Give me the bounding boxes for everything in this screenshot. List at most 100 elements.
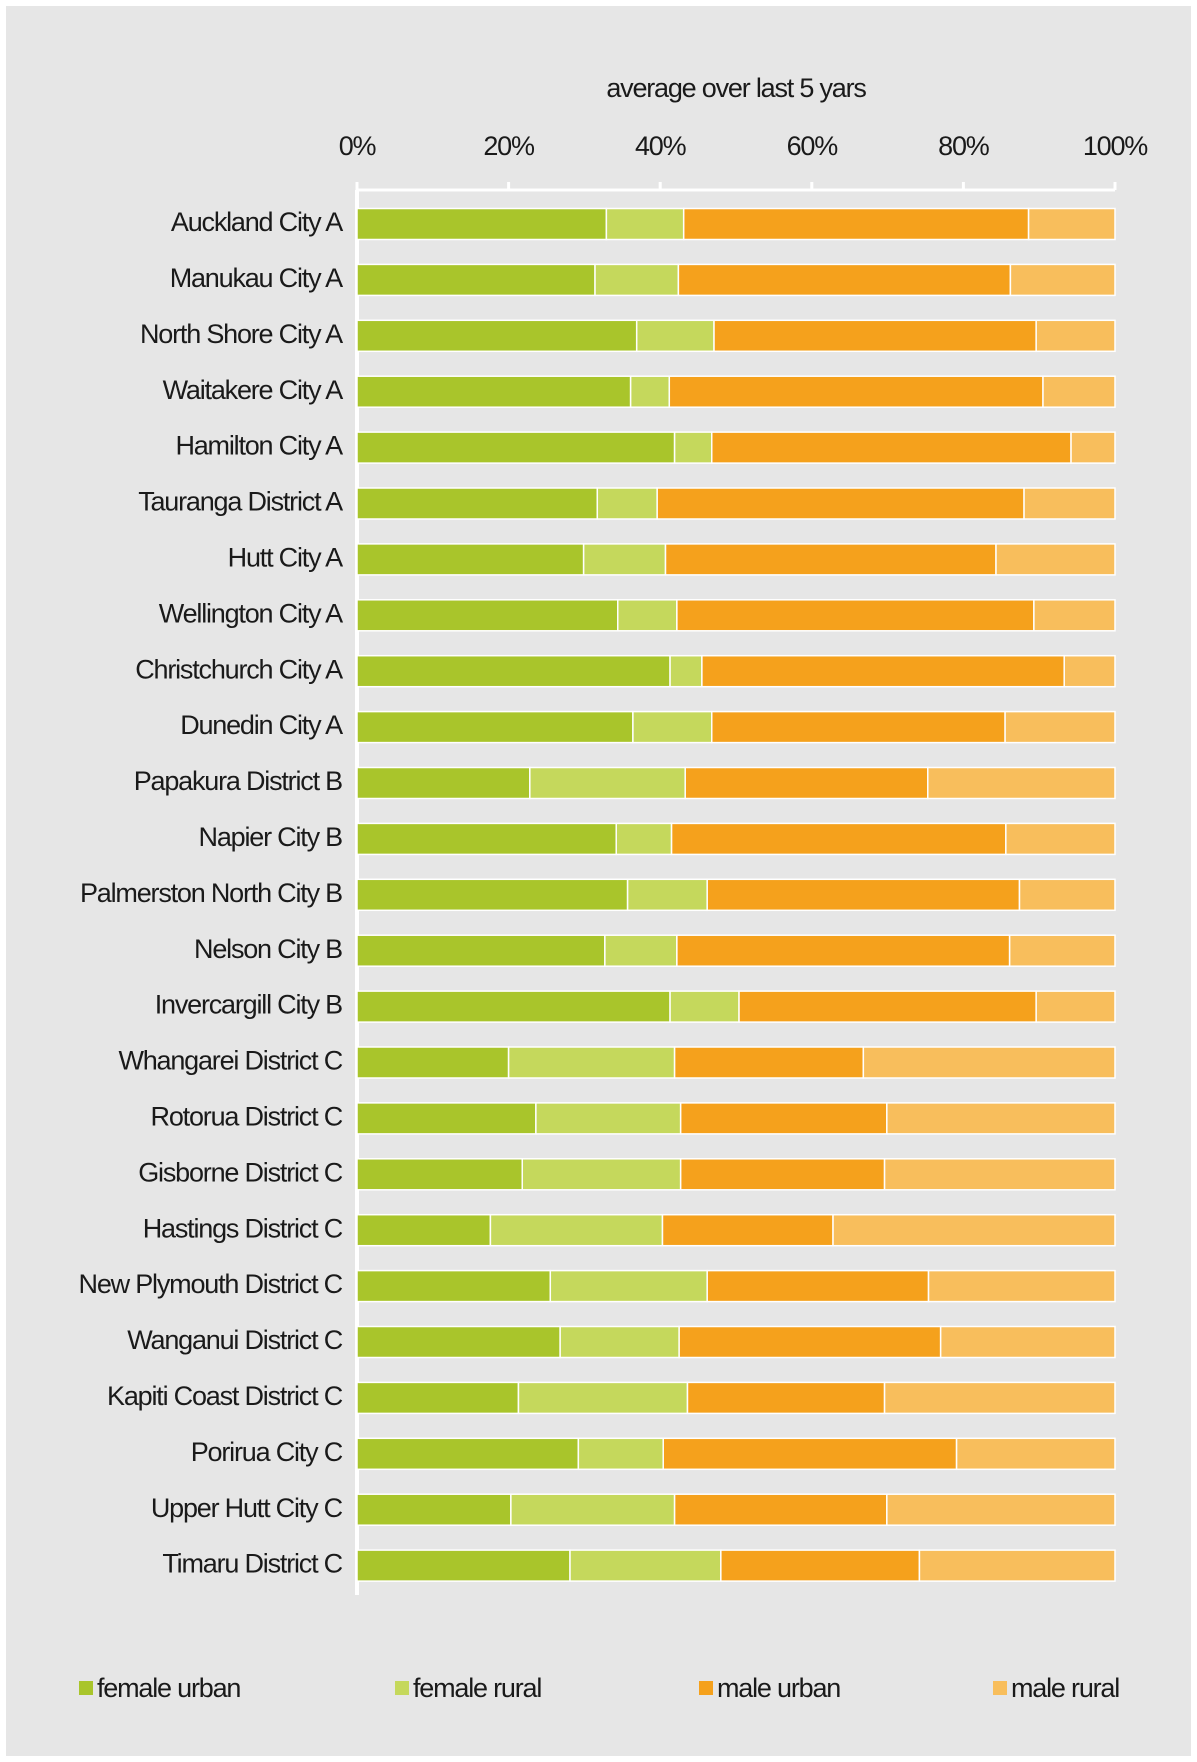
bar-segment [596, 487, 658, 520]
bar-segment [356, 1102, 537, 1135]
bar-segment [356, 319, 638, 353]
bar-segment [356, 431, 676, 464]
category-label: New Plymouth District C [79, 1269, 343, 1299]
category-label: Napier City B [199, 822, 343, 852]
bar-segment [706, 878, 1021, 912]
bar-segment [605, 207, 685, 241]
category-label: Waitakere City A [163, 375, 344, 405]
bar-segment [669, 990, 740, 1023]
bar-segment [535, 1102, 682, 1135]
bar-segment [673, 431, 713, 464]
bar-segment [594, 263, 680, 297]
bar-segment [677, 263, 1012, 297]
bar-segment [569, 1549, 722, 1582]
bar-segment [507, 1046, 676, 1079]
bar-segment [356, 1213, 492, 1247]
bar-segment [670, 822, 1007, 856]
bar-segment [529, 766, 686, 800]
category-label: Manukau City A [170, 263, 343, 293]
bar-segment [686, 1381, 886, 1415]
bar-segment [356, 1437, 580, 1471]
bar-segment [356, 710, 634, 744]
bar-segment [676, 599, 1035, 632]
bar-segment [356, 1269, 552, 1303]
category-label: North Shore City A [140, 319, 343, 349]
bar-segment [1042, 375, 1116, 408]
bar-segment [356, 654, 671, 688]
bar-segment [669, 654, 703, 688]
bar-segment [521, 1158, 682, 1191]
bar-segment [356, 822, 617, 856]
bar-segment [738, 990, 1037, 1023]
bar-segment [629, 375, 671, 408]
category-label: Tauranga District A [138, 487, 343, 517]
bar-segment [356, 543, 585, 576]
bar-segment [510, 1493, 676, 1526]
bar-segment [701, 654, 1065, 688]
bar-segment [617, 599, 678, 632]
bar-segment [679, 1102, 888, 1135]
category-label: Kapiti Coast District C [107, 1381, 343, 1411]
bar-segment [1027, 207, 1116, 241]
bar-segment [604, 934, 678, 967]
bar-segment [682, 207, 1030, 241]
bar-segment [713, 319, 1037, 353]
category-label: Papakura District B [134, 766, 342, 796]
bar-segment [1018, 878, 1116, 912]
bar-segment [356, 1325, 561, 1359]
bar-segment [832, 1213, 1116, 1247]
x-tick-label: 40% [635, 131, 687, 161]
bar-segment [517, 1381, 689, 1415]
category-label: Upper Hutt City C [151, 1493, 343, 1523]
bar-segment [559, 1325, 680, 1359]
bar-segment [679, 1158, 886, 1191]
bar-segment [676, 934, 1011, 967]
legend-label: female urban [97, 1673, 240, 1703]
bar-segment [356, 487, 599, 520]
bar-segment [549, 1269, 708, 1303]
legend-label: female rural [413, 1673, 541, 1703]
legend-swatch [699, 1681, 713, 1695]
bar-segment [1008, 934, 1116, 967]
bar-segment [1063, 654, 1116, 688]
bar-segment [356, 375, 632, 408]
bar-segment [356, 1381, 520, 1415]
bar-segment [356, 1549, 571, 1582]
bar-segment [356, 263, 596, 297]
bar-segment [632, 710, 713, 744]
bar-segment [918, 1549, 1116, 1582]
bar-segment [862, 1046, 1116, 1079]
category-label: Palmerston North City B [80, 878, 342, 908]
bar-segment [577, 1437, 664, 1471]
bar-segment [356, 1493, 512, 1526]
bar-segment [886, 1493, 1116, 1526]
bar-segment [615, 822, 673, 856]
bar-segment [1035, 990, 1116, 1023]
category-label: Invercargill City B [155, 990, 342, 1020]
bar-segment [886, 1102, 1116, 1135]
bar-segment [939, 1325, 1116, 1359]
x-tick-label: 100% [1083, 131, 1148, 161]
chart-title: average over last 5 yars [606, 73, 866, 103]
bar-segment [662, 1437, 958, 1471]
category-label: Porirua City C [191, 1437, 343, 1467]
legend-swatch [79, 1681, 93, 1695]
category-label: Nelson City B [194, 934, 342, 964]
legend-label: male rural [1011, 1673, 1119, 1703]
category-label: Auckland City A [171, 207, 343, 237]
bar-segment [582, 543, 667, 576]
x-tick-label: 0% [339, 131, 377, 161]
bar-segment [927, 766, 1116, 800]
bar-segment [664, 543, 997, 576]
bar-segment [656, 487, 1025, 520]
bar-segment [995, 543, 1116, 576]
bar-segment [883, 1158, 1116, 1191]
legend-label: male urban [717, 1673, 840, 1703]
bar-segment [1035, 319, 1116, 353]
bar-segment [356, 990, 671, 1023]
bar-segment [710, 710, 1006, 744]
bar-segment [673, 1046, 865, 1079]
bar-segment [684, 766, 929, 800]
bar-segment [356, 1046, 510, 1079]
